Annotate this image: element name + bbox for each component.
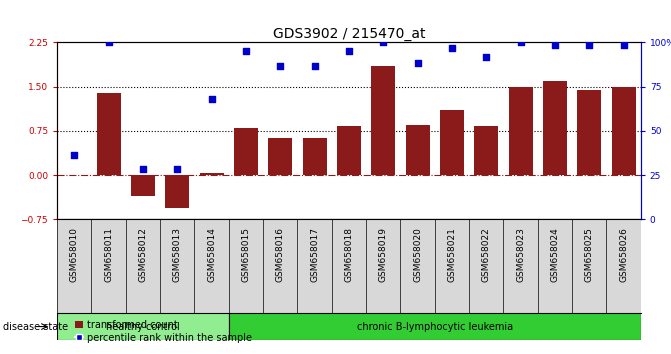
Bar	[268, 138, 293, 175]
Bar	[371, 66, 395, 175]
Point	[309, 63, 320, 69]
Bar	[97, 93, 121, 175]
Text: GSM658014: GSM658014	[207, 227, 216, 282]
Bar	[165, 175, 189, 208]
Text: GSM658018: GSM658018	[344, 227, 354, 282]
Point	[481, 55, 492, 60]
Point	[206, 96, 217, 101]
Text: GSM658015: GSM658015	[242, 227, 250, 282]
Point	[172, 166, 183, 172]
Bar	[57, 313, 229, 340]
Text: GSM658023: GSM658023	[516, 227, 525, 282]
Point	[550, 42, 560, 48]
Bar	[131, 175, 155, 196]
Point	[447, 46, 458, 51]
Text: disease state: disease state	[3, 321, 68, 332]
Point	[240, 48, 251, 54]
Point	[69, 152, 80, 158]
Text: GSM658020: GSM658020	[413, 227, 422, 282]
Text: chronic B-lymphocytic leukemia: chronic B-lymphocytic leukemia	[357, 321, 513, 332]
Title: GDS3902 / 215470_at: GDS3902 / 215470_at	[272, 28, 425, 41]
Text: GSM658012: GSM658012	[138, 227, 148, 282]
Point	[378, 40, 389, 45]
Bar	[337, 126, 361, 175]
Text: GSM658011: GSM658011	[104, 227, 113, 282]
Bar	[303, 138, 327, 175]
Point	[412, 60, 423, 66]
Bar	[440, 110, 464, 175]
Text: GSM658013: GSM658013	[172, 227, 182, 282]
Text: GSM658016: GSM658016	[276, 227, 285, 282]
Bar	[543, 81, 567, 175]
Bar	[577, 90, 601, 175]
Legend: transformed count, percentile rank within the sample: transformed count, percentile rank withi…	[75, 320, 252, 343]
Text: GSM658019: GSM658019	[378, 227, 388, 282]
Text: GSM658025: GSM658025	[585, 227, 594, 282]
Bar	[199, 173, 223, 175]
Text: GSM658026: GSM658026	[619, 227, 628, 282]
Point	[515, 40, 526, 45]
Bar	[234, 128, 258, 175]
Point	[275, 63, 286, 69]
Point	[138, 166, 148, 172]
Bar	[612, 87, 635, 175]
Bar	[509, 87, 533, 175]
Bar	[474, 126, 499, 175]
Point	[344, 48, 354, 54]
Text: GSM658010: GSM658010	[70, 227, 79, 282]
Text: healthy control: healthy control	[106, 321, 180, 332]
Point	[618, 42, 629, 48]
Bar	[405, 125, 429, 175]
Bar	[229, 313, 641, 340]
Text: GSM658021: GSM658021	[448, 227, 456, 282]
Point	[584, 42, 595, 48]
Text: GSM658022: GSM658022	[482, 227, 491, 282]
Text: GSM658024: GSM658024	[550, 227, 560, 282]
Text: GSM658017: GSM658017	[310, 227, 319, 282]
Point	[103, 40, 114, 45]
